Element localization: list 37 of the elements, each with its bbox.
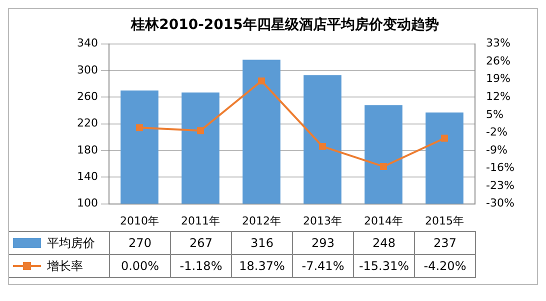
- y2-tick-label: 19%: [486, 72, 510, 86]
- data-label: 316: [232, 232, 292, 254]
- y-tick-label: 300: [77, 63, 98, 76]
- y2-tick-label: -9%: [486, 143, 508, 156]
- y-tick-label: 100: [77, 196, 98, 210]
- y2-tick-label: 12%: [486, 90, 510, 103]
- x-tick-label: 2014年: [364, 214, 403, 228]
- x-tick-label: 2010年: [120, 214, 159, 228]
- data-label: -7.41%: [292, 254, 354, 278]
- x-tick-label: 2015年: [425, 214, 464, 228]
- x-tick-label: 2012年: [242, 214, 281, 228]
- data-label: -1.18%: [170, 254, 232, 278]
- data-label: 18.37%: [232, 254, 292, 278]
- y-tick-label: 140: [77, 170, 98, 183]
- y2-tick-label: -16%: [486, 161, 514, 174]
- y-tick-label: 180: [77, 143, 98, 156]
- y-tick-label: 340: [77, 36, 98, 50]
- data-label: 293: [292, 232, 354, 254]
- y2-tick-label: -23%: [486, 178, 514, 192]
- x-tick-label: 2011年: [181, 214, 220, 228]
- data-label: 237: [414, 232, 476, 254]
- y2-tick-label: -30%: [486, 196, 514, 210]
- y2-tick-label: 5%: [486, 108, 504, 121]
- chart-title: 桂林2010-2015年四星级酒店平均房价变动趋势: [130, 16, 439, 34]
- data-label: -15.31%: [354, 254, 414, 278]
- y2-tick-label: 26%: [486, 54, 510, 68]
- y2-tick-label: 33%: [486, 36, 510, 50]
- data-label: -4.20%: [414, 254, 476, 278]
- data-label: 0.00%: [110, 254, 170, 278]
- legend-label: 平均房价: [47, 236, 95, 250]
- y-tick-label: 260: [77, 90, 98, 103]
- data-label: 267: [170, 232, 232, 254]
- x-tick-label: 2013年: [303, 214, 342, 228]
- data-label: 270: [110, 232, 170, 254]
- y-tick-label: 220: [77, 116, 98, 130]
- data-label: 248: [354, 232, 414, 254]
- y2-tick-label: -2%: [486, 126, 508, 139]
